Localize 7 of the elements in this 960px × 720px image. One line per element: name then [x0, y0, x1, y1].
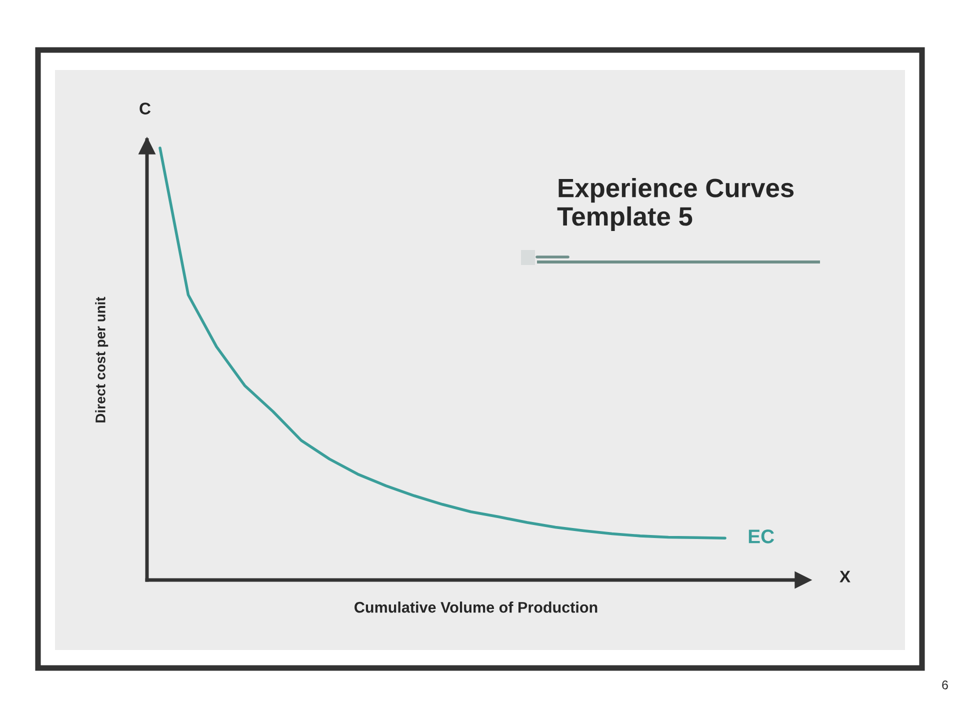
- y-axis-title: Direct cost per unit: [95, 296, 108, 422]
- text: 6: [942, 680, 948, 690]
- text: X: [840, 570, 850, 582]
- text: C: [140, 102, 151, 114]
- text: Experience Curves Template 5: [557, 178, 794, 232]
- x-axis-title: Cumulative Volume of Production: [354, 602, 598, 613]
- series-label: EC: [748, 530, 774, 544]
